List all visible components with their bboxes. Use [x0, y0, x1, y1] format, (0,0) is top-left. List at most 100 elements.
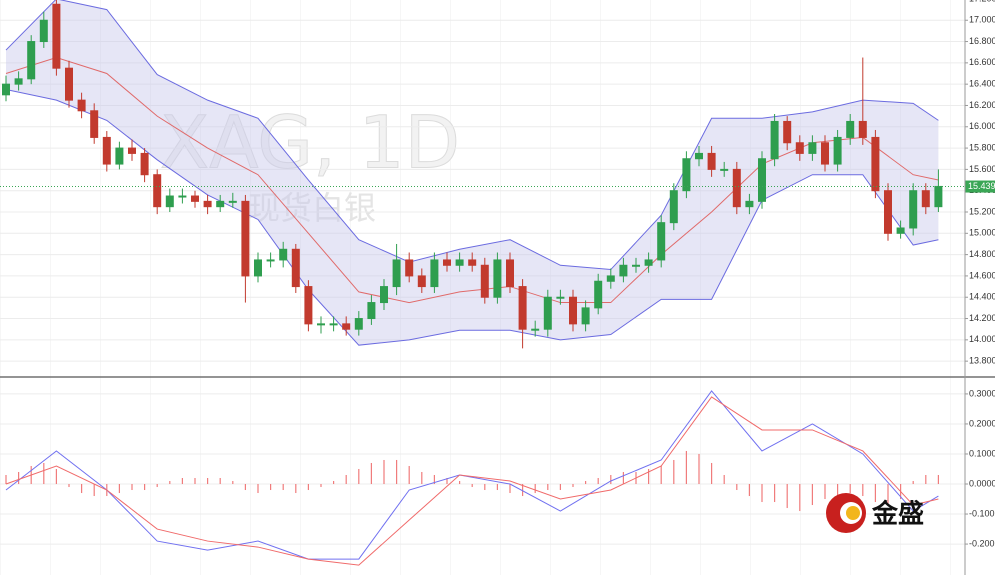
histogram-bar: [874, 484, 876, 503]
candle-body: [682, 158, 691, 192]
candle-body: [304, 286, 313, 325]
candle-body: [153, 174, 162, 208]
y-tick-label: -0.200: [969, 538, 995, 548]
candle-body: [254, 259, 262, 277]
candle-body: [2, 83, 10, 96]
current-price-box: [965, 180, 995, 193]
candle-body: [417, 275, 426, 288]
y-tick-label: 0.0000: [969, 478, 995, 488]
histogram-bar: [68, 484, 70, 488]
candle-body: [354, 318, 363, 330]
histogram-bar: [396, 459, 398, 485]
histogram-bar: [270, 484, 272, 491]
y-tick-label: 16.000: [969, 121, 995, 131]
candle-body: [543, 296, 552, 330]
histogram-bar: [333, 481, 335, 485]
logo-mark: [846, 506, 860, 520]
candle-body: [884, 190, 892, 234]
histogram-bar: [736, 484, 738, 491]
histogram-bar: [244, 484, 246, 491]
histogram-bar: [295, 484, 297, 494]
candle-body: [518, 286, 527, 330]
histogram-bar: [811, 484, 813, 506]
histogram-bar: [194, 478, 196, 485]
histogram-bar: [383, 459, 385, 485]
histogram-bar: [937, 474, 939, 485]
candle-body: [846, 120, 855, 138]
candle-body: [266, 259, 275, 262]
histogram-bar: [572, 484, 574, 488]
candle-body: [468, 259, 477, 266]
y-tick-label: 16.600: [969, 57, 995, 67]
candle-body: [39, 19, 48, 43]
candle-body: [619, 264, 628, 277]
candle-body: [644, 259, 653, 266]
candle-body: [720, 168, 729, 171]
histogram-bar: [837, 484, 839, 497]
histogram-bar: [610, 474, 612, 485]
candle-body: [228, 200, 237, 203]
candle-body: [455, 259, 464, 266]
candle-body: [858, 120, 867, 138]
candle-body: [291, 248, 300, 288]
band-upper: [5, 0, 939, 271]
candle-body: [556, 296, 565, 299]
histogram-bar: [421, 471, 423, 485]
histogram-bar: [156, 484, 158, 488]
y-tick-label: 15.800: [969, 142, 995, 152]
candle-body: [896, 227, 905, 234]
logo: 金盛: [826, 493, 924, 533]
watermark: XAG, 1D: [160, 101, 460, 185]
histogram-bar: [81, 484, 83, 494]
histogram-bar: [131, 484, 133, 491]
histogram-bar: [257, 484, 259, 494]
candle-body: [279, 248, 288, 261]
y-tick-label: 0.2000: [969, 418, 995, 428]
y-tick-label: 14.200: [969, 313, 995, 323]
histogram-bar: [824, 484, 826, 500]
candle-body: [745, 200, 754, 208]
histogram-bar: [459, 481, 461, 485]
macd-line: [5, 396, 939, 566]
candle-body: [808, 142, 817, 154]
y-tick-label: 15.600: [969, 164, 995, 174]
histogram-bar: [912, 481, 914, 485]
histogram-bar: [219, 478, 221, 485]
candle-body: [632, 264, 640, 267]
histogram-bar: [55, 468, 57, 485]
candle-body: [140, 152, 149, 176]
histogram-bar: [484, 484, 486, 491]
current-price-label: 15.439: [968, 181, 995, 191]
histogram-bar: [559, 484, 561, 491]
candle-body: [65, 67, 73, 101]
histogram-bar: [144, 484, 146, 491]
candle-body: [102, 136, 111, 165]
histogram-bar: [181, 478, 183, 485]
y-tick-label: 15.200: [969, 206, 995, 216]
histogram-bar: [597, 478, 599, 485]
y-tick-label: 16.400: [969, 79, 995, 89]
y-tick-label: 14.600: [969, 270, 995, 280]
y-tick-label: 17.000: [969, 15, 995, 25]
candle-body: [77, 99, 86, 112]
candle-body: [203, 200, 212, 208]
histogram-bar: [698, 453, 700, 485]
histogram-bar: [887, 484, 889, 506]
candle-body: [115, 147, 124, 165]
y-tick-label: -0.100: [969, 508, 995, 518]
candle-body: [165, 195, 174, 208]
candle-body: [531, 328, 540, 331]
histogram-bar: [660, 465, 662, 485]
candle-body: [783, 120, 792, 144]
y-tick-label: 14.400: [969, 292, 995, 302]
candle-body: [128, 147, 136, 154]
candle-body: [443, 259, 451, 266]
y-tick-label: 13.800: [969, 356, 995, 366]
candle-body: [14, 78, 23, 85]
histogram-bar: [118, 484, 120, 494]
candle-body: [329, 323, 338, 326]
candle-body: [569, 296, 577, 325]
histogram-bar: [232, 481, 234, 485]
